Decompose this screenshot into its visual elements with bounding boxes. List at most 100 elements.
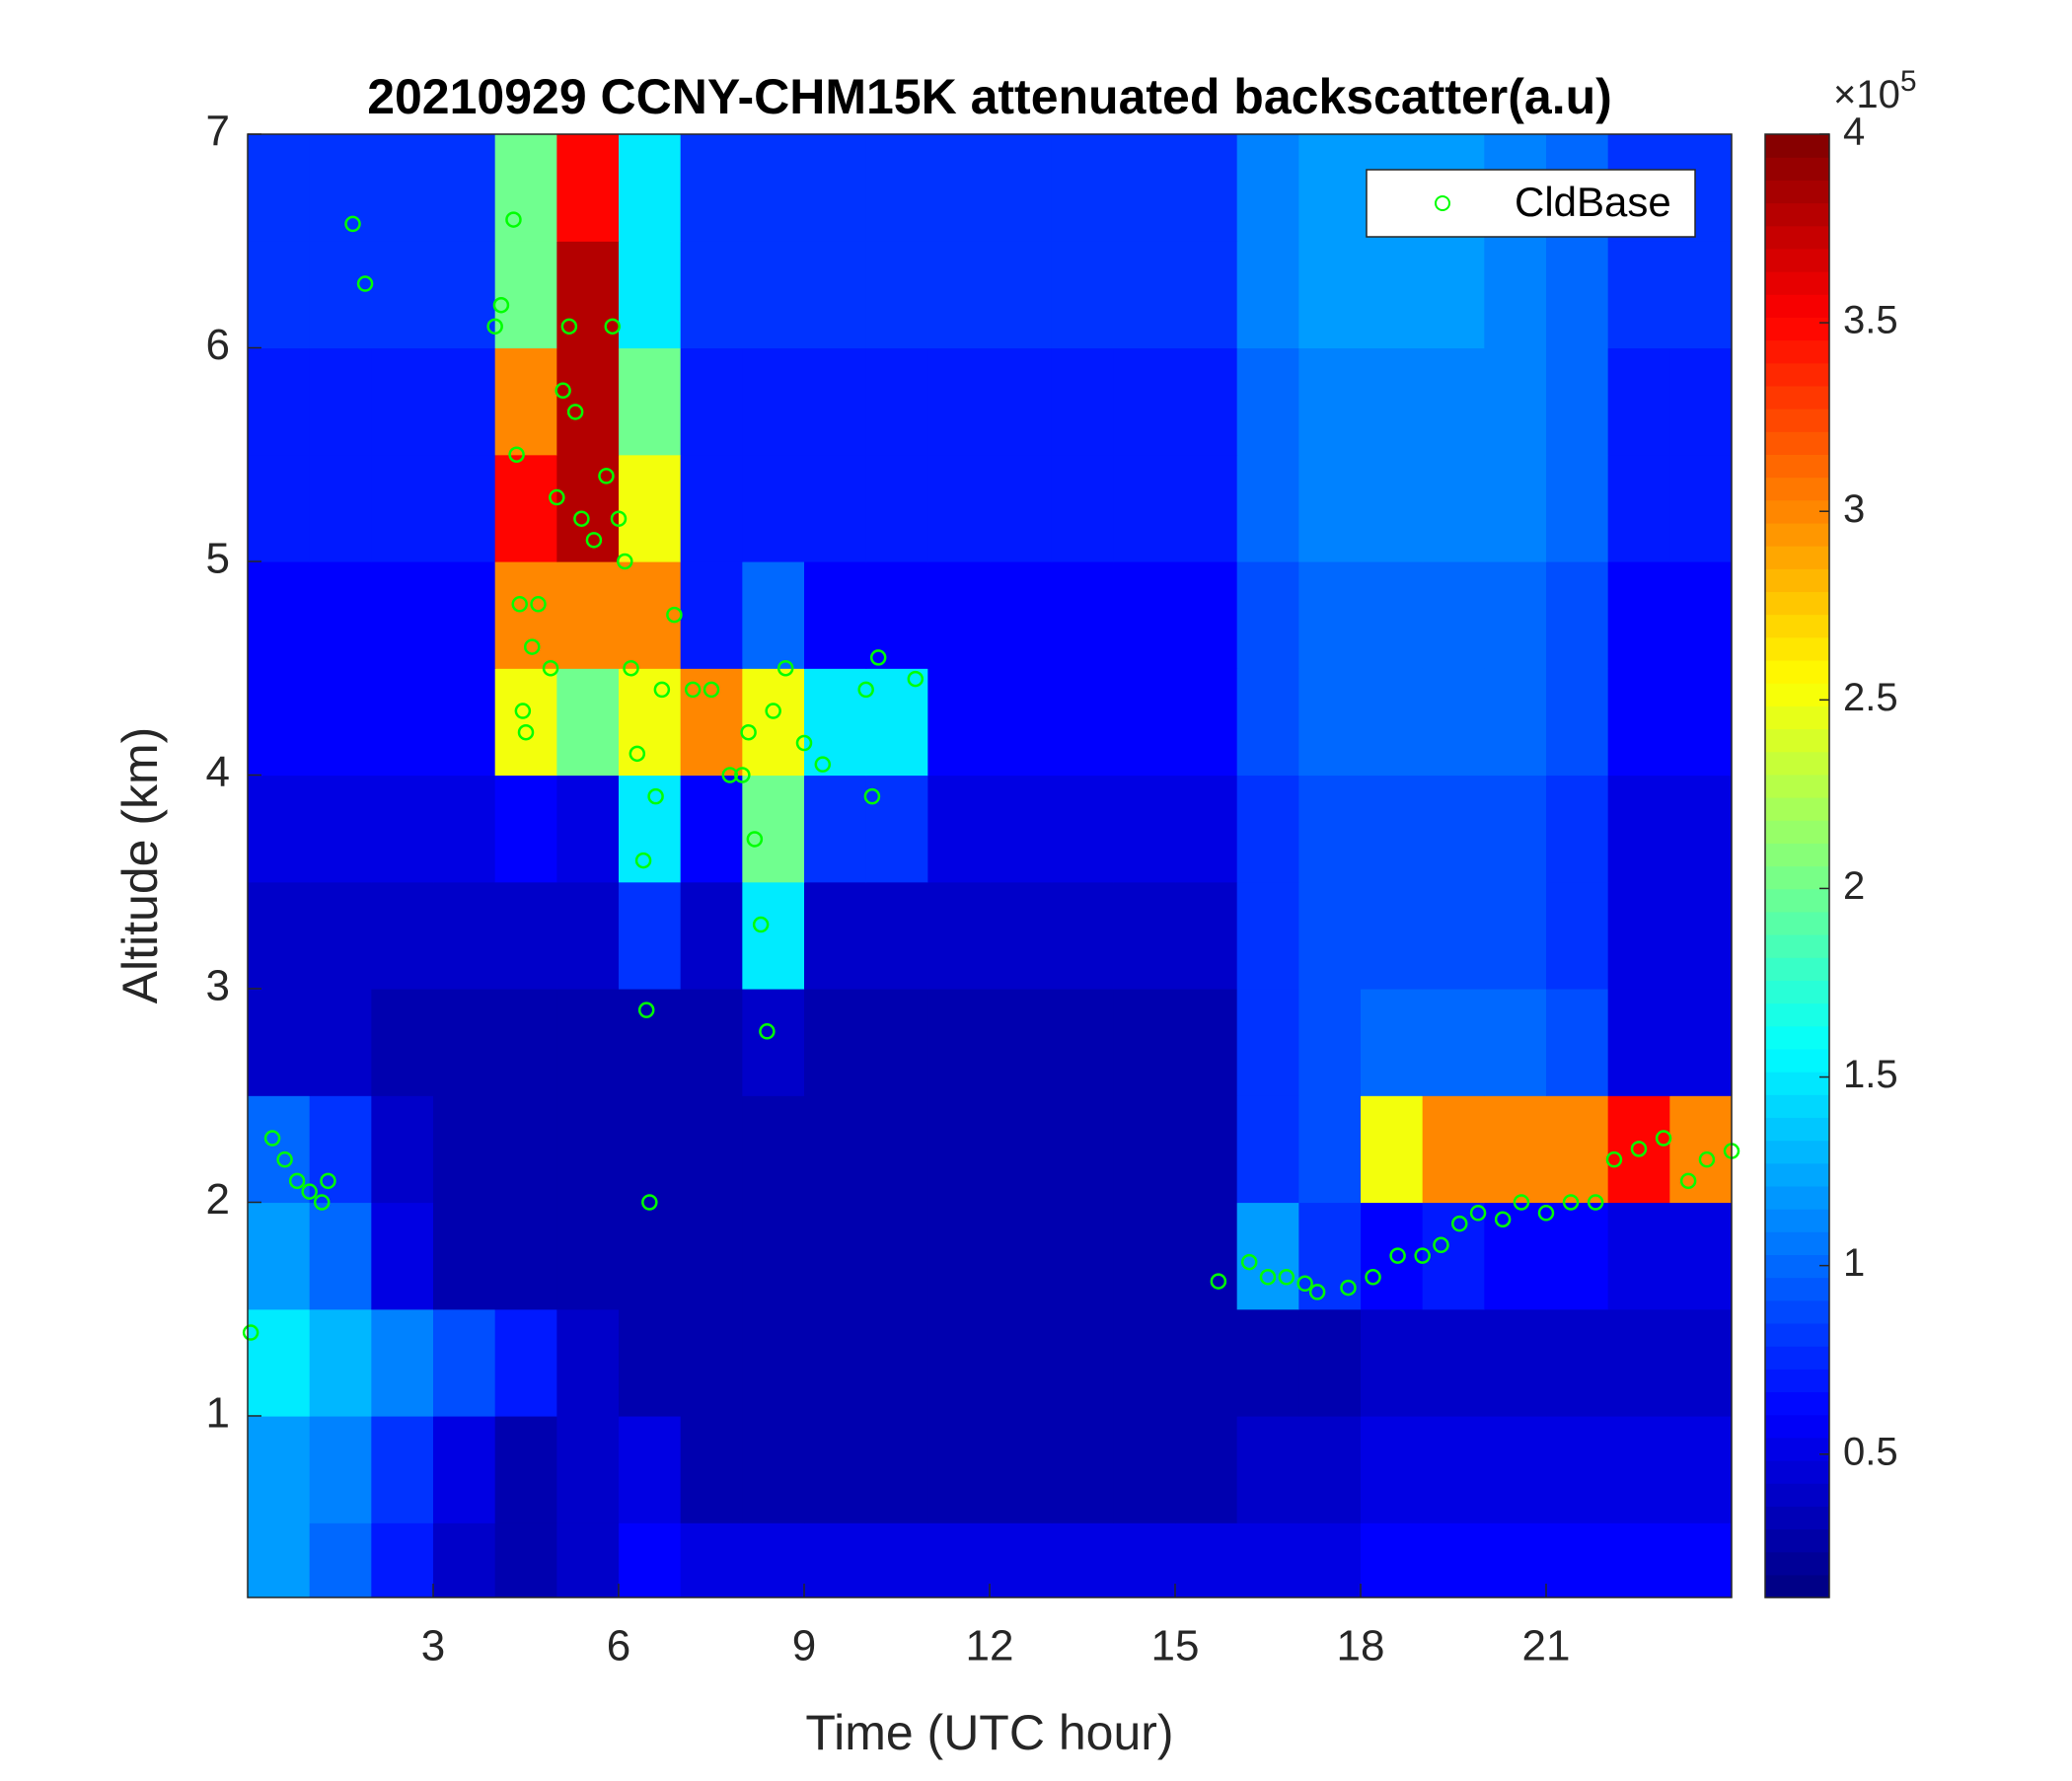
cloud-base-point (629, 745, 646, 763)
heat-cell (1361, 668, 1424, 777)
heat-cell (433, 775, 496, 883)
heat-cell (1546, 1202, 1609, 1310)
heat-cell (1236, 775, 1299, 883)
heat-cell (556, 1522, 620, 1597)
heat-cell (1236, 1308, 1299, 1417)
heat-cell (1546, 668, 1609, 777)
heat-cell (371, 1202, 434, 1310)
heat-cell (990, 1415, 1053, 1523)
heat-cell (1175, 988, 1238, 1096)
heat-cell (927, 454, 991, 562)
cloud-base-point (1494, 1211, 1512, 1228)
heat-cell (309, 1095, 372, 1204)
cloud-base-point (486, 318, 503, 335)
heat-cell (1361, 1095, 1424, 1204)
y-axis-label: Altitude (km) (112, 727, 168, 1004)
heat-cell (1607, 560, 1670, 669)
heat-cell (1546, 1308, 1609, 1417)
heat-cell (742, 454, 805, 562)
heat-cell (865, 881, 928, 990)
heat-cell (1113, 1095, 1176, 1204)
heat-cell (1546, 1095, 1609, 1204)
heat-cell (494, 1522, 557, 1597)
heat-cell (1236, 988, 1299, 1096)
colorbar-swatch (1765, 385, 1829, 409)
cloud-base-point (566, 404, 584, 420)
cloud-base-point (1630, 1141, 1648, 1157)
colorbar-swatch (1765, 705, 1829, 730)
heat-cell (1051, 881, 1114, 990)
heat-cell (556, 241, 620, 349)
cloud-base-point (869, 649, 887, 666)
colorbar-swatch (1765, 591, 1829, 616)
heat-cell (1113, 454, 1176, 562)
heat-cell (1113, 775, 1176, 883)
heat-cell (1298, 1522, 1362, 1597)
heat-cell (309, 1202, 372, 1310)
heat-cell (1546, 881, 1609, 990)
cloud-base-point (1698, 1150, 1716, 1168)
cloud-base-point (740, 723, 757, 741)
heat-cell (742, 1308, 805, 1417)
heat-cell (1669, 560, 1732, 669)
heat-cell (1484, 1522, 1547, 1597)
heat-cell (371, 988, 434, 1096)
heat-cell (248, 775, 311, 883)
heat-cell (1298, 881, 1362, 990)
heat-cell (1361, 988, 1424, 1096)
heat-cell (248, 988, 311, 1096)
heat-cell (927, 668, 991, 777)
heat-cell (1607, 881, 1670, 990)
y-tick-label: 1 (206, 1389, 230, 1438)
heat-cell (556, 668, 620, 777)
heat-cell (371, 454, 434, 562)
heat-cell (371, 881, 434, 990)
heat-cell (1484, 668, 1547, 777)
cloud-base-point (857, 681, 874, 699)
colorbar-swatch (1765, 431, 1829, 456)
heat-cell (1669, 1308, 1732, 1417)
heat-cell (927, 1308, 991, 1417)
colorbar-tick-label: 1 (1843, 1241, 1865, 1285)
colorbar-swatch (1765, 1231, 1829, 1256)
cloud-base-point (863, 787, 881, 805)
heat-cell (927, 241, 991, 349)
colorbar-tick-label: 3.5 (1843, 299, 1898, 342)
heat-cell (1298, 1202, 1362, 1310)
cloud-base-point (1308, 1284, 1326, 1300)
heat-cell (1546, 1415, 1609, 1523)
colorbar-swatch (1765, 1574, 1829, 1598)
heat-cell (619, 560, 682, 669)
cloud-base-point (555, 382, 571, 400)
heat-cell (248, 1095, 311, 1204)
cloud-base-point (617, 553, 633, 570)
heat-cell (1361, 775, 1424, 883)
heat-cell (804, 775, 867, 883)
heat-cell (680, 1095, 743, 1204)
heat-cell (371, 1522, 434, 1597)
heat-cell (1175, 241, 1238, 349)
colorbar-swatch (1765, 1299, 1829, 1324)
cloud-base-point (604, 318, 621, 335)
heat-cell (1175, 560, 1238, 669)
heat-cell (1669, 988, 1732, 1096)
heat-cell (1361, 1522, 1424, 1597)
heat-cell (494, 1308, 557, 1417)
heat-cell (1051, 1522, 1114, 1597)
cloud-base-point (517, 723, 535, 741)
heat-cell (990, 1522, 1053, 1597)
heat-cell (433, 241, 496, 349)
colorbar-swatch (1765, 1528, 1829, 1553)
cloud-base-point (765, 703, 781, 719)
heat-cell (927, 1202, 991, 1310)
heatmap (248, 134, 1732, 1597)
heat-cell (1298, 454, 1362, 562)
heat-cell (619, 454, 682, 562)
colorbar-swatch (1765, 499, 1829, 524)
heat-cell (990, 1308, 1053, 1417)
colorbar-multiplier-exponent: 5 (1900, 65, 1917, 98)
heat-cell (433, 347, 496, 456)
cloud-base-point (1433, 1236, 1449, 1254)
colorbar-swatch (1765, 477, 1829, 501)
heat-cell (494, 347, 557, 456)
